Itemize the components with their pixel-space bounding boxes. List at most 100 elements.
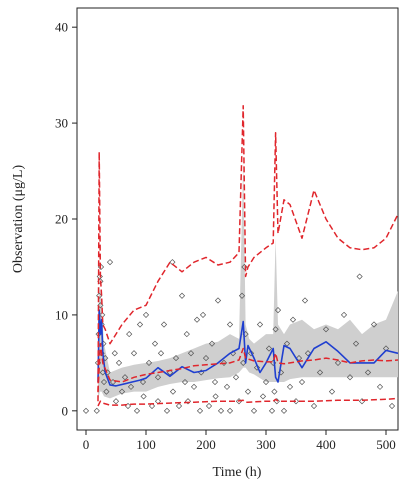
observation-point: [265, 345, 273, 352]
observation-point: [111, 350, 118, 357]
y-tick-label: 30: [55, 116, 68, 131]
observation-point: [262, 378, 270, 386]
observation-point: [316, 369, 324, 376]
observation-point: [205, 402, 213, 410]
observation-point: [172, 354, 180, 362]
observation-point: [208, 340, 216, 347]
observation-point: [259, 393, 267, 400]
observation-point: [127, 383, 135, 390]
x-tick-label: 0: [83, 437, 90, 452]
y-tick-label: 40: [55, 20, 68, 35]
x-axis-title: Time (h): [213, 465, 262, 480]
observation-point: [193, 316, 201, 323]
observation-point: [151, 340, 159, 347]
observation-point: [100, 378, 108, 386]
observation-point: [196, 407, 204, 414]
observation-point: [356, 273, 363, 280]
x-axis-ticks: 0 100 200 300 400 500: [83, 430, 396, 452]
observation-point: [112, 398, 120, 405]
observation-point: [130, 350, 138, 357]
observation-point: [103, 388, 110, 395]
observation-point: [250, 407, 258, 414]
observation-point: [142, 311, 150, 319]
observation-point: [238, 292, 246, 299]
observation-point: [148, 402, 156, 410]
observation-point: [217, 407, 225, 414]
observation-point: [169, 388, 177, 395]
observation-point: [133, 407, 141, 414]
x-tick-label: 500: [376, 437, 396, 452]
observation-point: [272, 326, 279, 333]
observation-point: [358, 398, 366, 405]
x-tick-label: 300: [256, 437, 276, 452]
observation-point: [115, 359, 123, 366]
observation-point: [121, 374, 129, 381]
observation-point: [175, 402, 183, 410]
percentile-line-1: [97, 105, 399, 402]
observation-point: [388, 402, 396, 410]
observation-point: [352, 340, 360, 347]
percentile-line-3: [97, 397, 399, 407]
observation-point: [364, 369, 372, 376]
observation-point: [334, 359, 342, 366]
observation-point: [376, 383, 384, 390]
observation-point: [253, 364, 261, 371]
observation-point: [140, 393, 147, 400]
observation-point: [118, 388, 126, 395]
observation-point: [184, 398, 192, 405]
observation-point: [157, 350, 165, 357]
observation-point: [247, 350, 255, 357]
observation-point: [310, 402, 318, 410]
observation-point: [154, 374, 162, 381]
series-lines: [97, 105, 399, 407]
observation-point: [212, 393, 219, 400]
observation-point: [256, 321, 264, 328]
observation-point: [160, 321, 168, 328]
observation-point: [346, 374, 354, 381]
observation-point: [280, 407, 288, 414]
observation-point: [106, 259, 114, 266]
observation-point: [271, 388, 278, 395]
observation-point: [178, 292, 186, 299]
observation-point: [93, 407, 100, 414]
y-tick-label: 20: [55, 212, 68, 227]
observation-point: [226, 407, 234, 414]
observation-point: [274, 307, 282, 314]
observation-point: [183, 330, 190, 338]
y-axis-title: Observation (μg/L): [11, 165, 26, 274]
observation-point: [322, 326, 330, 333]
observation-point: [136, 321, 144, 328]
y-tick-label: 0: [62, 403, 69, 418]
observation-point: [82, 407, 90, 414]
observation-point: [220, 359, 228, 366]
x-tick-label: 100: [136, 437, 156, 452]
observation-point: [166, 369, 174, 376]
observation-point: [199, 311, 207, 319]
observation-point: [328, 388, 336, 395]
observation-point: [301, 297, 309, 304]
observation-point: [163, 407, 171, 414]
observation-point: [181, 378, 189, 386]
observation-point: [211, 378, 219, 386]
observation-point: [126, 330, 133, 338]
observation-point: [139, 378, 147, 386]
x-tick-label: 200: [196, 437, 216, 452]
observation-point: [268, 407, 276, 414]
observation-point: [223, 383, 231, 390]
observation-point: [298, 378, 306, 386]
band-polygon: [98, 161, 398, 402]
median-line: [97, 309, 399, 387]
prediction-interval-band: [98, 161, 398, 402]
observation-point: [145, 359, 153, 366]
y-tick-label: 10: [55, 307, 68, 322]
observation-point: [304, 350, 312, 357]
observation-point: [340, 311, 348, 319]
observation-point: [289, 316, 297, 323]
observation-point: [202, 354, 210, 362]
observation-point: [190, 383, 198, 390]
x-tick-label: 400: [316, 437, 336, 452]
observation-point: [232, 374, 240, 381]
observation-point: [286, 383, 294, 390]
observation-point: [226, 321, 234, 328]
